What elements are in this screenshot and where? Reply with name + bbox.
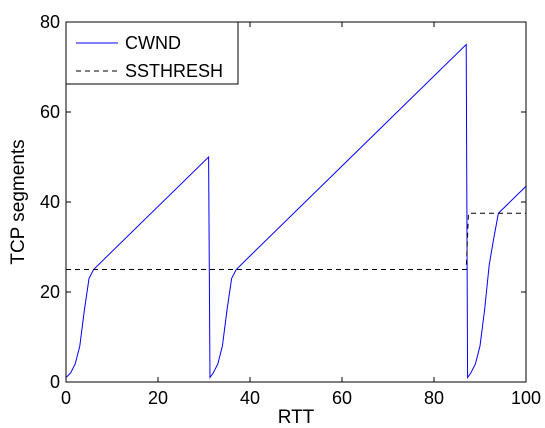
y-axis-title: TCP segments [8,139,29,264]
series-line-ssthresh [66,212,526,270]
x-tick-label: 60 [332,388,352,408]
legend: CWND SSTHRESH [65,21,239,85]
y-tick-label: 20 [40,282,60,302]
x-tick-label: 80 [424,388,444,408]
x-tick-label: 100 [511,388,541,408]
x-tick-label: 0 [61,388,71,408]
axis-ticks: 0 20 40 60 80 100 0 20 40 60 80 [40,12,541,408]
x-tick-label: 40 [240,388,260,408]
y-tick-label: 80 [40,12,60,32]
legend-label-ssthresh: SSTHRESH [125,61,223,81]
series-layer [65,43,527,380]
x-tick-label: 20 [148,388,168,408]
legend-box [65,21,239,85]
y-tick-label: 60 [40,102,60,122]
y-tick-label: 40 [40,192,60,212]
legend-label-cwnd: CWND [125,33,181,53]
y-tick-label: 0 [50,372,60,392]
x-axis-title: RTT [278,407,315,428]
series-line-cwnd [65,43,527,380]
